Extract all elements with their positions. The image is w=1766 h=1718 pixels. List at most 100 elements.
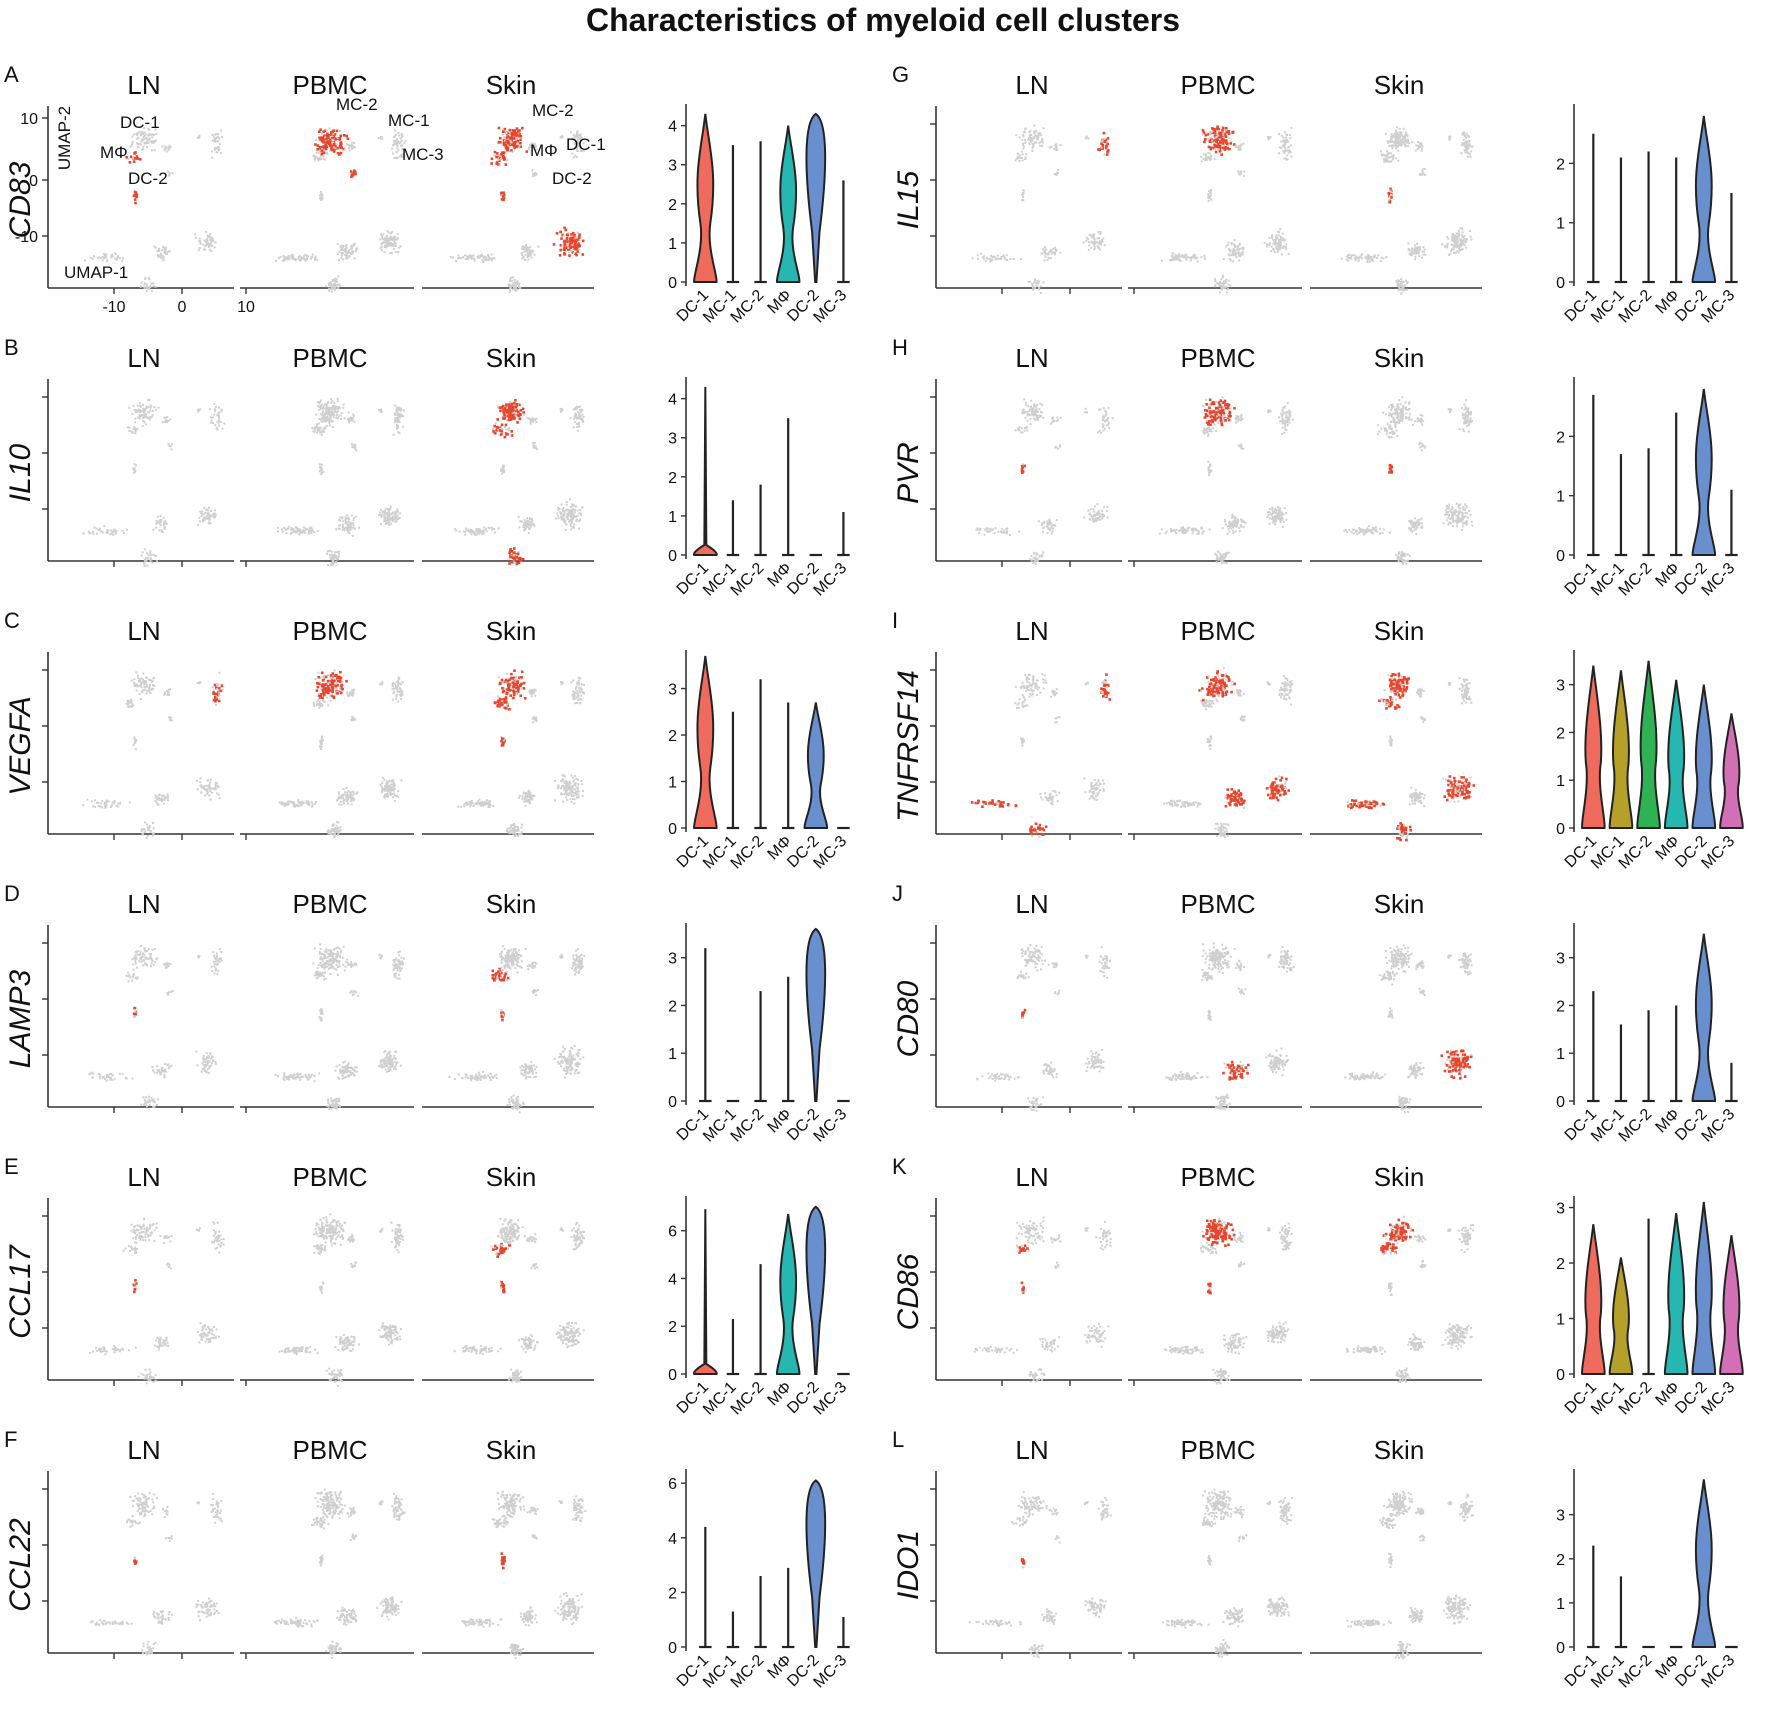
- cell: [329, 958, 332, 960]
- cell: [203, 516, 206, 519]
- expressing-cell: [519, 135, 523, 138]
- cell: [560, 681, 562, 684]
- cell: [567, 514, 570, 516]
- cell: [134, 469, 137, 472]
- cell: [338, 793, 340, 796]
- cell: [165, 419, 168, 422]
- cell: [218, 424, 221, 427]
- cell: [573, 142, 576, 145]
- cell: [310, 257, 313, 260]
- cell: [203, 1067, 206, 1070]
- cell: [322, 406, 325, 409]
- cell: [171, 990, 174, 992]
- cell: [326, 402, 329, 405]
- cell: [509, 433, 512, 436]
- cell: [337, 954, 340, 957]
- cell: [393, 156, 396, 159]
- cell: [143, 127, 146, 130]
- cell: [335, 830, 338, 833]
- cell: [168, 991, 171, 994]
- cell: [490, 259, 493, 262]
- cell: [323, 975, 326, 978]
- cell: [313, 947, 316, 950]
- cell: [395, 516, 397, 519]
- cell: [148, 687, 151, 690]
- expressing-cell: [135, 195, 138, 199]
- cell: [464, 531, 467, 533]
- expressing-cell: [502, 193, 505, 197]
- cell: [391, 511, 394, 514]
- cell: [337, 415, 340, 418]
- cell: [345, 522, 348, 525]
- cell: [347, 530, 349, 533]
- cell: [337, 821, 340, 824]
- cell: [557, 509, 560, 512]
- cell: [290, 531, 293, 534]
- cell: [342, 520, 345, 523]
- cell: [349, 963, 352, 966]
- cell: [134, 429, 137, 432]
- cell: [350, 694, 353, 697]
- cell: [335, 963, 338, 966]
- cell: [331, 138, 334, 141]
- cell: [139, 409, 142, 412]
- violin-MΦ: [776, 125, 801, 283]
- cell: [572, 508, 575, 511]
- cell: [128, 705, 131, 708]
- cell: [469, 256, 472, 258]
- cell: [319, 947, 322, 950]
- cell: [577, 692, 579, 695]
- cell: [295, 530, 298, 533]
- cell: [212, 422, 214, 424]
- umap-x-tick-label: -10: [102, 299, 125, 316]
- cell: [350, 961, 353, 963]
- cell: [566, 513, 569, 516]
- expressing-cell: [518, 417, 522, 421]
- tissue-label-ln: LN: [127, 889, 160, 919]
- cell: [575, 147, 578, 150]
- cell: [328, 127, 331, 130]
- cell: [516, 280, 519, 283]
- cell: [153, 149, 156, 152]
- cell: [335, 528, 338, 531]
- cell: [392, 144, 394, 147]
- cell: [327, 830, 330, 833]
- expressing-cell: [510, 555, 513, 559]
- umap-x-label: UMAP-1: [64, 263, 128, 282]
- umap-points-skin: [457, 669, 586, 838]
- cell: [206, 508, 209, 511]
- cell: [134, 417, 137, 420]
- cell: [482, 804, 485, 807]
- expressing-cell: [501, 686, 504, 690]
- cell: [342, 945, 345, 948]
- cell: [487, 256, 490, 259]
- cell: [335, 953, 338, 955]
- cell: [329, 419, 332, 422]
- cell: [330, 290, 333, 293]
- cell: [217, 691, 220, 694]
- cell: [393, 687, 396, 690]
- cell: [349, 524, 352, 527]
- cell: [168, 693, 171, 696]
- cell: [517, 796, 520, 799]
- cell: [581, 413, 584, 416]
- cell: [521, 797, 524, 800]
- cell: [331, 563, 334, 566]
- expressing-cell: [329, 143, 332, 147]
- cell: [576, 690, 579, 693]
- cell: [106, 260, 108, 262]
- cell: [570, 513, 573, 516]
- umap-points-ln: [88, 944, 223, 1109]
- cell: [480, 804, 483, 807]
- cell: [572, 697, 575, 700]
- cell: [319, 413, 322, 416]
- cell: [386, 517, 389, 520]
- expressing-cell: [565, 237, 569, 240]
- expressing-cell: [502, 196, 506, 200]
- cell: [307, 255, 310, 258]
- cell: [154, 794, 157, 797]
- expressing-cell: [501, 690, 505, 694]
- cell: [336, 678, 339, 681]
- cell: [330, 556, 333, 559]
- cell: [352, 145, 355, 148]
